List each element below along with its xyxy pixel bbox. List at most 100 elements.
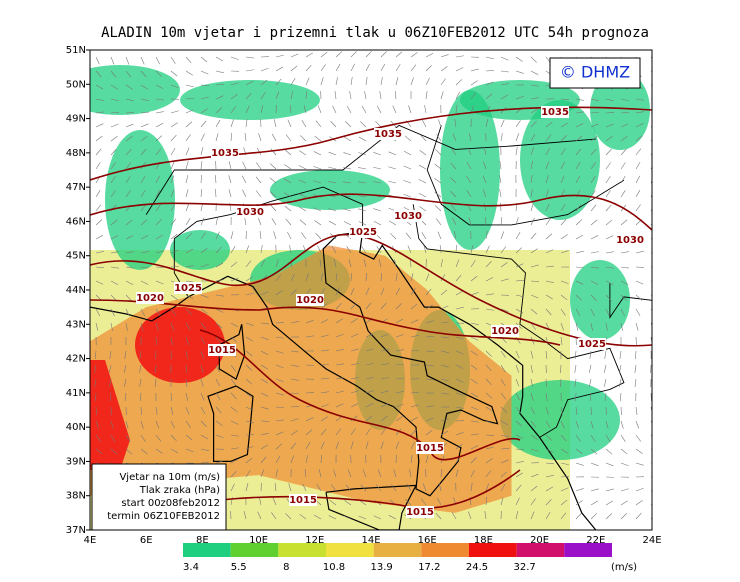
wind-arrow (272, 497, 277, 506)
color-label: 10.8 (323, 562, 345, 573)
wind-arrow (343, 136, 352, 142)
copyright: © DHMZ (560, 63, 630, 82)
wind-arrow (170, 56, 176, 64)
wind-arrow (455, 67, 464, 72)
wind-arrow (328, 208, 337, 212)
wind-arrow (500, 133, 503, 142)
wind-arrow (530, 175, 533, 184)
wind-arrow (125, 322, 128, 331)
wind-arrow (185, 161, 189, 170)
wind-arrow (125, 123, 134, 128)
wind-arrow (320, 64, 326, 72)
wind-arrow (185, 322, 191, 331)
wind-arrow (350, 77, 353, 86)
wind-arrow (215, 188, 217, 198)
wind-arrow (95, 251, 104, 254)
wind-arrow (483, 147, 487, 156)
wind-arrow (453, 231, 457, 240)
wind-arrow (635, 500, 643, 506)
wind-arrow (530, 406, 535, 415)
wind-arrow (155, 84, 164, 89)
wind-arrow (530, 434, 538, 440)
wind-arrow (155, 70, 162, 77)
wind-arrow (185, 147, 190, 156)
wind-arrow (290, 91, 294, 100)
wind-arrow (620, 406, 622, 416)
wind-arrow (515, 70, 524, 74)
wind-arrow (485, 70, 495, 72)
wind-arrow (485, 231, 488, 240)
wind-arrow (350, 272, 352, 282)
wind-arrow (575, 148, 582, 156)
wind-arrow (605, 420, 609, 429)
latitude-label: 44N (66, 285, 86, 296)
wind-arrow (455, 432, 464, 436)
wind-arrow (275, 419, 284, 422)
wind-arrow (245, 81, 254, 86)
wind-arrow (620, 322, 623, 331)
wind-arrow (425, 429, 433, 436)
coastline (90, 231, 597, 530)
isobar (199, 329, 521, 461)
wind-arrow (380, 403, 389, 408)
wind-arrow (365, 348, 374, 352)
wind-arrow (320, 378, 329, 380)
latitude-label: 43N (66, 319, 86, 330)
wind-arrow (425, 288, 432, 296)
wind-arrow (124, 378, 127, 387)
wind-arrow (95, 162, 101, 170)
wind-arrow (215, 70, 224, 74)
wind-arrow (140, 98, 149, 101)
wind-arrow (290, 455, 295, 464)
isobar-label-bg (208, 344, 236, 356)
wind-arrow (590, 135, 598, 142)
wind-arrow (560, 204, 566, 212)
wind-arrow (200, 70, 209, 75)
wind-arrow (200, 84, 209, 86)
wind-arrow (365, 51, 372, 58)
isobar-label-bg (394, 210, 422, 222)
wind-arrow (230, 459, 239, 464)
border (145, 124, 596, 215)
wind-arrow (515, 279, 524, 282)
wind-arrow (315, 232, 322, 240)
wind-arrow (515, 308, 524, 314)
wind-arrow (185, 175, 189, 184)
wind-arrow (230, 277, 239, 282)
wind-arrow (515, 434, 524, 439)
wind-arrow (545, 189, 549, 198)
wind-arrow (410, 273, 414, 282)
wind-arrow (560, 308, 566, 316)
wind-arrow (228, 161, 232, 170)
wind-arrow (290, 418, 299, 422)
wind-arrow (560, 364, 562, 374)
wind-arrow (394, 91, 397, 100)
wind-arrow (468, 217, 472, 226)
wind-arrow (574, 378, 577, 387)
wind-arrow (425, 378, 434, 381)
wind-arrow (275, 455, 281, 464)
wind-arrow (110, 219, 118, 226)
wind-arrow (605, 162, 611, 170)
wind-arrow (125, 308, 130, 317)
wind-arrow (95, 135, 103, 142)
wind-arrow (515, 378, 520, 387)
wind-arrow (320, 404, 329, 408)
wind-arrow (485, 105, 491, 114)
wind-arrow (275, 392, 284, 396)
wind-arrow (242, 175, 247, 184)
wind-arrow (422, 119, 427, 128)
wind-arrow (269, 163, 277, 170)
wind-arrow (605, 488, 614, 492)
wind-arrow (258, 133, 262, 142)
wind-arrow (140, 235, 149, 240)
wind-arrow (437, 231, 442, 240)
wind-arrow (530, 217, 535, 226)
wind-arrow (256, 162, 262, 170)
wind-arrow (110, 56, 115, 65)
wind-arrow (380, 348, 389, 352)
wind-arrow (545, 512, 551, 520)
wind-arrow (125, 176, 131, 184)
latitude-label: 50N (66, 79, 86, 90)
wind-arrow (560, 175, 565, 184)
